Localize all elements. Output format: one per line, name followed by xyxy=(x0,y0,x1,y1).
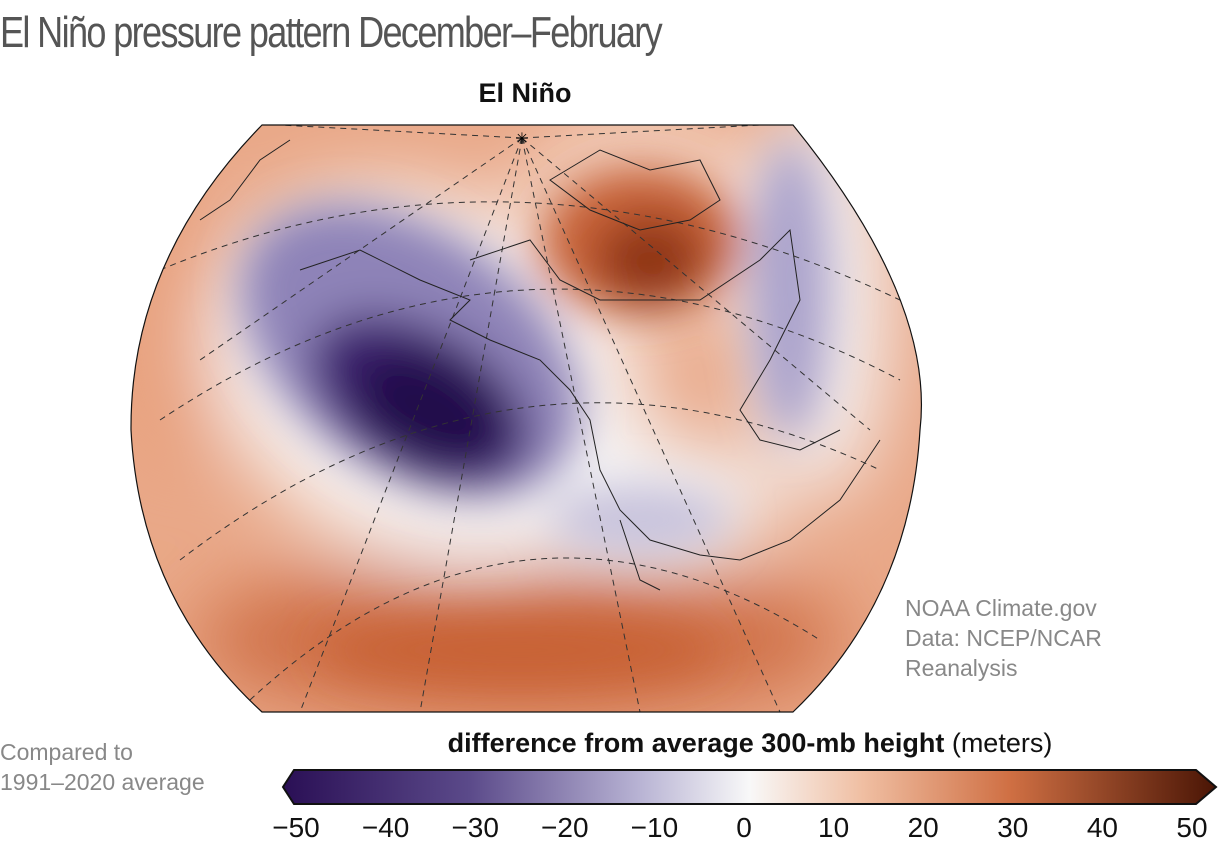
map-border xyxy=(130,124,923,713)
colorbar-tick-label: −20 xyxy=(541,812,589,843)
colorbar-tick-label: 30 xyxy=(997,812,1029,843)
credit-noaa: NOAA Climate.gov xyxy=(905,595,1097,621)
map-subtitle: El Niño xyxy=(478,78,572,108)
credit-data: Data: NCEP/NCAR xyxy=(905,625,1102,651)
colorbar-tick-label: 50 xyxy=(1176,812,1208,843)
colorbar-tick-label: −50 xyxy=(272,812,320,843)
page-title: El Niño pressure pattern December–Februa… xyxy=(0,8,663,57)
colorbar-label-main: difference from average 300-mb height xyxy=(447,728,945,758)
colorbar-label: difference from average 300-mb height (m… xyxy=(300,728,1200,759)
map-field xyxy=(130,125,922,712)
comparison-note: Compared to 1991–2020 average xyxy=(0,737,205,797)
graticule xyxy=(159,125,901,712)
coastlines xyxy=(199,139,881,591)
colorbar-tick-label: −40 xyxy=(361,812,410,843)
comparison-line-2: 1991–2020 average xyxy=(0,769,205,795)
colorbar-tick-label: −30 xyxy=(451,812,499,843)
colorbar-tick-label: 0 xyxy=(736,812,752,843)
colorbar-tick-label: 10 xyxy=(818,812,850,843)
comparison-line-1: Compared to xyxy=(0,739,133,765)
north-pole-marker: ✳ xyxy=(515,129,528,148)
colorbar-label-units: (meters) xyxy=(951,728,1053,758)
colorbar-tick-label: −10 xyxy=(630,812,679,843)
colorbar-tick-label: 40 xyxy=(1086,812,1118,843)
colorbar-tick-label: 20 xyxy=(907,812,939,843)
colorbar xyxy=(281,769,1218,805)
credit-reanalysis: Reanalysis xyxy=(905,655,1018,681)
